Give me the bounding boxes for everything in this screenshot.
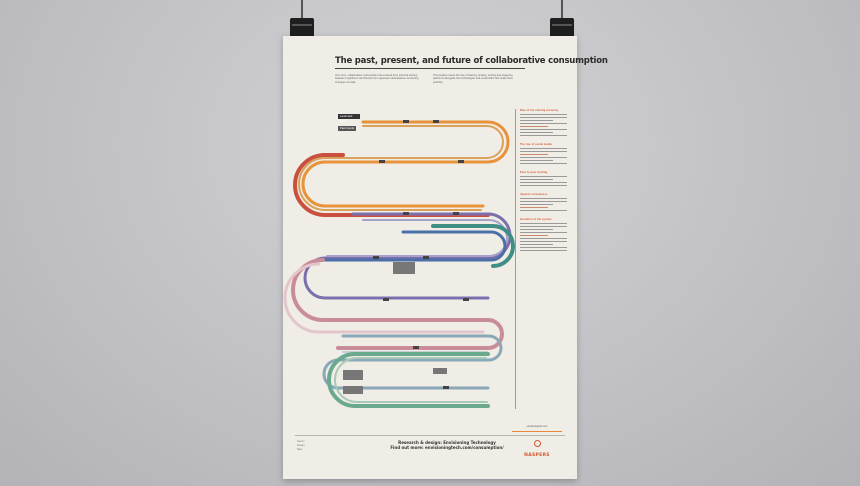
credit-block: Research & design: Envisioning Technolog… (387, 440, 507, 450)
timeline-track-2 (298, 125, 504, 211)
brand-block: envisioningtech.com NASPERS (512, 426, 562, 458)
poster-title: The past, present, and future of collabo… (335, 56, 608, 66)
timeline-track-3 (293, 153, 490, 217)
timeline-graphic (283, 120, 515, 408)
event-marker (403, 120, 409, 123)
note-box (343, 386, 363, 394)
event-marker (463, 298, 469, 301)
event-marker (433, 120, 439, 123)
binder-clip-left (289, 0, 315, 40)
legend-landmark: Landmark event (338, 114, 360, 123)
footer-meta: Source Design Date (297, 440, 305, 452)
sidebar-notes: Rise of the sharing economy The rise of … (515, 109, 567, 409)
event-marker (379, 160, 385, 163)
footer-meta-line: Source (297, 440, 305, 443)
note-box (343, 370, 363, 380)
sidebar-heading: Rise of the sharing economy (520, 109, 559, 112)
timeline-track-12 (327, 352, 490, 408)
sidebar-section: Impacts on business (520, 193, 567, 211)
intro-text-right: This timeline traces the rise of sharing… (433, 74, 514, 84)
event-marker (403, 212, 409, 215)
intro-text-left: Over time, collaborative consumption has… (335, 74, 419, 84)
timeline-track-13 (334, 357, 488, 403)
brand-url: envisioningtech.com (526, 426, 548, 428)
sidebar-heading: Peer-to-peer lending (520, 171, 548, 174)
sidebar-heading: The rise of social media (520, 143, 552, 146)
event-marker (443, 386, 449, 389)
credit-line: Research & design: Envisioning Technolog… (398, 440, 496, 445)
binder-clip-right (549, 0, 575, 40)
event-marker (423, 256, 429, 259)
event-marker (373, 256, 379, 259)
timeline-track-4 (303, 212, 512, 300)
footer-meta-line: Design (297, 444, 305, 447)
event-marker (383, 298, 389, 301)
timeline-track-9 (283, 262, 485, 334)
timeline-track-6 (321, 230, 507, 262)
event-marker (453, 212, 459, 215)
credit-url: Find out more: envisioningtech.com/consu… (390, 445, 504, 450)
event-marker (413, 346, 419, 349)
timeline-track-10 (322, 334, 503, 390)
note-box (393, 262, 415, 274)
sidebar-heading: Impacts on business (520, 193, 548, 196)
sidebar-section: Rise of the sharing economy (520, 109, 567, 136)
poster: The past, present, and future of collabo… (283, 36, 608, 479)
sidebar-heading: Evolution of the system (520, 218, 552, 221)
footer-meta-line: Date (297, 448, 303, 451)
timeline-track-7 (431, 224, 515, 268)
title-rule (335, 68, 525, 69)
footer-rule (295, 435, 565, 436)
brand-logo: NASPERS (524, 453, 550, 458)
sidebar-section: Peer-to-peer lending (520, 171, 567, 186)
naspers-logo-icon (533, 440, 541, 447)
sidebar-section: Evolution of the system (520, 218, 567, 251)
timeline-track-5 (326, 219, 508, 257)
note-box (433, 368, 447, 374)
event-marker (458, 160, 464, 163)
timeline-track-1 (301, 120, 510, 208)
legend-past-trends: Past trends (338, 126, 356, 131)
sidebar-section: The rise of social media (520, 143, 567, 164)
